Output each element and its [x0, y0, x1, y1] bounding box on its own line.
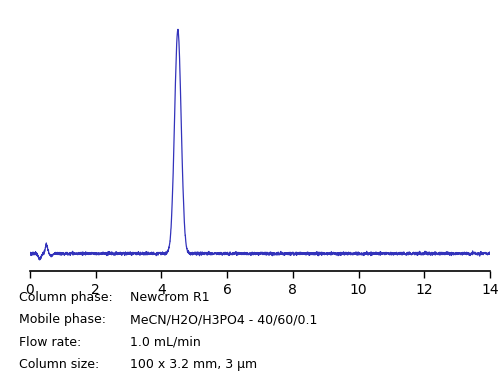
Text: 100 x 3.2 mm, 3 μm: 100 x 3.2 mm, 3 μm — [130, 358, 257, 371]
Text: Mobile phase:: Mobile phase: — [19, 313, 106, 326]
Text: Column phase:: Column phase: — [19, 291, 113, 304]
Text: Column size:: Column size: — [19, 358, 99, 371]
Text: MeCN/H2O/H3PO4 - 40/60/0.1: MeCN/H2O/H3PO4 - 40/60/0.1 — [130, 313, 318, 326]
Text: 1.0 mL/min: 1.0 mL/min — [130, 336, 201, 349]
Text: Newcrom R1: Newcrom R1 — [130, 291, 210, 304]
Text: Flow rate:: Flow rate: — [19, 336, 81, 349]
